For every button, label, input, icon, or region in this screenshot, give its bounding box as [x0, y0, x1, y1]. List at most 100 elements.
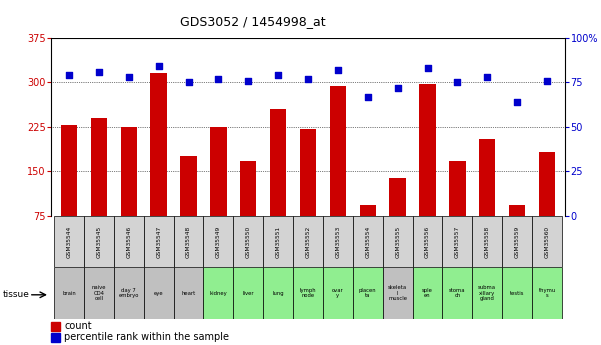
Text: GSM35556: GSM35556 [425, 225, 430, 258]
Text: GSM35553: GSM35553 [335, 225, 340, 258]
Text: percentile rank within the sample: percentile rank within the sample [64, 333, 230, 342]
Point [393, 85, 403, 90]
Bar [532, 267, 562, 319]
Text: GSM35545: GSM35545 [96, 225, 102, 258]
Bar [180, 156, 197, 260]
Text: placen
ta: placen ta [359, 288, 377, 298]
Bar [383, 216, 412, 267]
Point [542, 78, 552, 83]
Point [124, 74, 133, 80]
Text: GSM35555: GSM35555 [395, 225, 400, 258]
Text: subma
xillary
gland: subma xillary gland [478, 285, 496, 301]
Text: eye: eye [154, 291, 163, 296]
Text: GSM35550: GSM35550 [246, 225, 251, 258]
Bar [263, 267, 293, 319]
Bar [293, 216, 323, 267]
Bar [150, 73, 167, 260]
Text: GSM35546: GSM35546 [126, 225, 131, 258]
Text: count: count [64, 322, 92, 331]
Bar [389, 178, 406, 260]
Bar [114, 267, 144, 319]
Bar [84, 267, 114, 319]
Bar [174, 267, 204, 319]
Point [423, 66, 432, 71]
Bar [263, 216, 293, 267]
Text: GSM35554: GSM35554 [365, 225, 370, 258]
Point [453, 80, 462, 85]
Point [483, 74, 492, 80]
Text: stoma
ch: stoma ch [449, 288, 466, 298]
Text: GSM35560: GSM35560 [545, 225, 549, 258]
Text: GDS3052 / 1454998_at: GDS3052 / 1454998_at [180, 16, 325, 29]
Text: thymu
s: thymu s [538, 288, 556, 298]
Bar [240, 160, 257, 260]
Text: GSM35558: GSM35558 [485, 225, 490, 258]
Point [363, 94, 373, 99]
Bar [479, 139, 495, 260]
Point [154, 63, 163, 69]
Bar [91, 118, 107, 260]
Bar [442, 267, 472, 319]
Bar [412, 216, 442, 267]
Bar [114, 216, 144, 267]
Bar [442, 216, 472, 267]
Bar [54, 216, 84, 267]
Point [512, 99, 522, 105]
Bar [204, 267, 233, 319]
Bar [539, 152, 555, 260]
Bar [509, 205, 525, 260]
Text: GSM35548: GSM35548 [186, 225, 191, 258]
Text: lymph
node: lymph node [300, 288, 316, 298]
Bar [144, 216, 174, 267]
Text: GSM35559: GSM35559 [514, 225, 520, 258]
Text: testis: testis [510, 291, 525, 296]
Text: GSM35552: GSM35552 [305, 225, 311, 258]
Text: GSM35557: GSM35557 [455, 225, 460, 258]
Bar [121, 127, 137, 260]
Point [94, 69, 104, 75]
Text: GSM35551: GSM35551 [276, 225, 281, 258]
Text: liver: liver [242, 291, 254, 296]
Bar [449, 160, 466, 260]
Point [213, 76, 223, 81]
Text: brain: brain [62, 291, 76, 296]
Point [184, 80, 194, 85]
Bar [61, 125, 77, 260]
Text: heart: heart [182, 291, 196, 296]
Text: naive
CD4
cell: naive CD4 cell [91, 285, 106, 301]
Bar [353, 267, 383, 319]
Bar [300, 129, 316, 260]
Bar [210, 127, 227, 260]
Bar [174, 216, 204, 267]
Bar [51, 333, 60, 342]
Bar [532, 216, 562, 267]
Bar [270, 109, 286, 260]
Text: GSM35549: GSM35549 [216, 225, 221, 258]
Bar [51, 322, 60, 331]
Bar [144, 267, 174, 319]
Bar [330, 86, 346, 260]
Bar [419, 83, 436, 260]
Point [303, 76, 313, 81]
Bar [204, 216, 233, 267]
Bar [383, 267, 412, 319]
Text: GSM35544: GSM35544 [67, 225, 72, 258]
Bar [502, 267, 532, 319]
Bar [323, 216, 353, 267]
Bar [54, 267, 84, 319]
Text: day 7
embryо: day 7 embryо [118, 288, 139, 298]
Text: lung: lung [272, 291, 284, 296]
Text: sple
en: sple en [422, 288, 433, 298]
Text: kidney: kidney [210, 291, 227, 296]
Point [243, 78, 253, 83]
Bar [502, 216, 532, 267]
Bar [233, 216, 263, 267]
Text: tissue: tissue [3, 290, 30, 299]
Bar [412, 267, 442, 319]
Bar [323, 267, 353, 319]
Bar [293, 267, 323, 319]
Text: GSM35547: GSM35547 [156, 225, 161, 258]
Bar [84, 216, 114, 267]
Bar [359, 205, 376, 260]
Bar [353, 216, 383, 267]
